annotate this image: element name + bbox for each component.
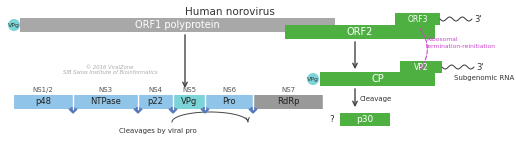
Polygon shape	[134, 109, 142, 113]
Polygon shape	[249, 109, 257, 113]
Text: ORF1 polyprotein: ORF1 polyprotein	[135, 20, 220, 30]
Bar	[395, 13, 440, 25]
Bar	[320, 72, 435, 86]
Bar	[253, 95, 323, 109]
Text: 3': 3'	[474, 15, 481, 23]
Text: NS6: NS6	[222, 87, 236, 93]
Text: VPg: VPg	[181, 97, 197, 106]
Text: ORF3: ORF3	[407, 15, 428, 23]
Polygon shape	[201, 109, 209, 113]
FancyArrowPatch shape	[420, 28, 427, 69]
Text: NS4: NS4	[148, 87, 162, 93]
Text: Pro: Pro	[222, 97, 236, 106]
Text: ?: ?	[330, 116, 334, 125]
Text: NS1/2: NS1/2	[33, 87, 54, 93]
Text: NS7: NS7	[281, 87, 295, 93]
Text: NS5: NS5	[182, 87, 196, 93]
Text: Human norovirus: Human norovirus	[185, 7, 275, 17]
Text: © 2016 ViralZone: © 2016 ViralZone	[86, 65, 134, 70]
Text: Ribosomal
termination-reinitiation: Ribosomal termination-reinitiation	[426, 37, 496, 49]
Text: VPg: VPg	[8, 22, 20, 28]
Text: NTPase: NTPase	[90, 97, 121, 106]
Text: RdRp: RdRp	[277, 97, 299, 106]
Bar	[340, 113, 390, 126]
Bar	[20, 18, 335, 32]
Circle shape	[307, 73, 319, 85]
Bar	[285, 25, 435, 39]
Text: p30: p30	[357, 115, 374, 124]
Text: SIB Swiss Institute of Bioinformatics: SIB Swiss Institute of Bioinformatics	[63, 70, 157, 75]
Polygon shape	[69, 109, 77, 113]
Text: Subgenomic RNA: Subgenomic RNA	[454, 75, 514, 81]
Text: p22: p22	[148, 97, 164, 106]
Text: p48: p48	[35, 97, 51, 106]
Text: VP2: VP2	[414, 62, 428, 72]
Polygon shape	[169, 109, 177, 113]
Bar	[73, 95, 138, 109]
Text: Cleavage: Cleavage	[360, 96, 392, 102]
Bar	[173, 95, 205, 109]
Bar	[138, 95, 173, 109]
Bar	[205, 95, 253, 109]
Bar	[400, 61, 442, 73]
Circle shape	[8, 19, 20, 31]
Text: 3': 3'	[476, 62, 483, 72]
Text: CP: CP	[371, 74, 384, 84]
Text: NS3: NS3	[98, 87, 112, 93]
Text: Cleavages by viral pro: Cleavages by viral pro	[119, 128, 197, 134]
Bar	[13, 95, 73, 109]
Text: VPg: VPg	[307, 76, 319, 82]
Text: ORF2: ORF2	[347, 27, 373, 37]
